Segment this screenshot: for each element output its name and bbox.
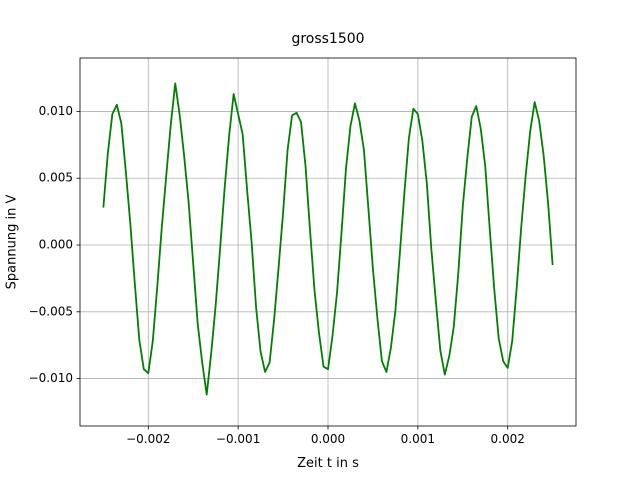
x-tick-label: −0.002 [126,432,170,446]
data-line [102,82,554,396]
x-axis-label: Zeit t in s [297,456,359,471]
y-axis-label: Spannung in V [5,195,20,290]
x-tick-label: −0.001 [216,432,260,446]
x-tick-label: 0.001 [401,432,435,446]
y-tick-label: 0.000 [39,238,73,252]
x-tick-label: 0.000 [311,432,345,446]
y-tick-label: −0.010 [29,371,73,385]
plot-frame [79,57,577,427]
x-tick-label: 0.002 [491,432,525,446]
y-tick-label: 0.010 [39,104,73,118]
chart-title: gross1500 [291,31,364,47]
y-tick-label: −0.005 [29,304,73,318]
y-tick-label: 0.005 [39,171,73,185]
